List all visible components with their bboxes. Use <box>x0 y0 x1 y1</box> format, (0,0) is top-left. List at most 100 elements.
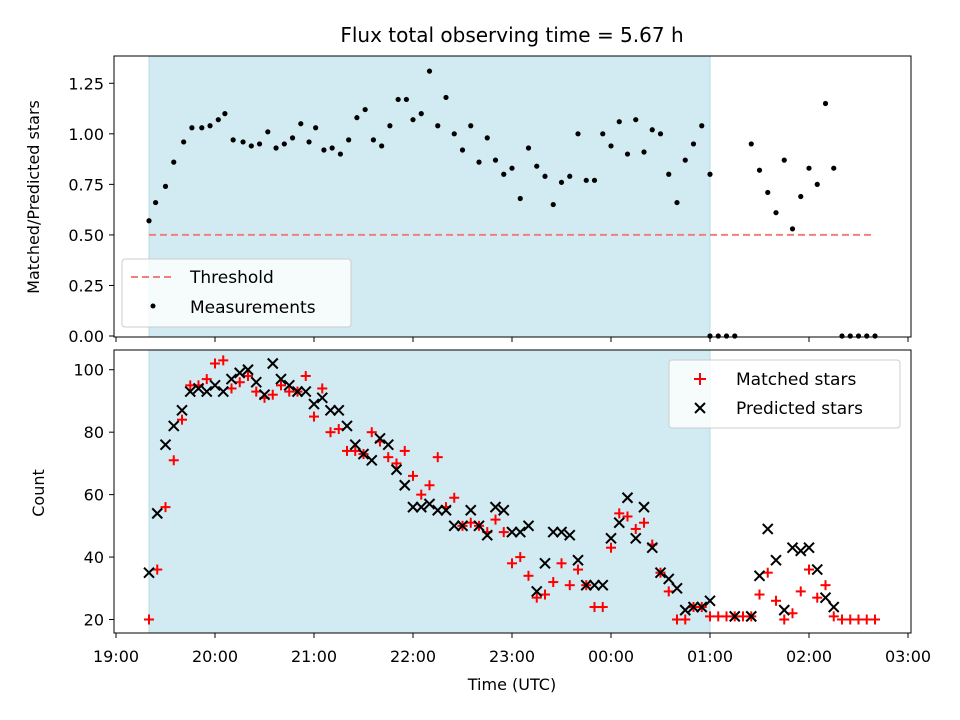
predicted-star-point <box>605 532 617 545</box>
measurement-point <box>666 171 672 177</box>
predicted-star-point <box>704 595 716 607</box>
measurement-point <box>864 333 870 339</box>
measurement-point <box>624 151 631 157</box>
measurement-point <box>492 157 499 163</box>
measurement-point <box>337 151 343 157</box>
matched-star-point <box>540 589 550 600</box>
measurement-point <box>575 131 581 137</box>
predicted-star-point <box>531 585 543 598</box>
legend-measurements-label: Measurements <box>190 298 316 318</box>
matched-star-point <box>309 411 319 422</box>
matched-star-point <box>804 564 814 575</box>
measurement-point <box>641 149 647 155</box>
predicted-star-point <box>514 526 526 538</box>
matched-star-point <box>226 383 237 394</box>
predicted-star-point <box>423 498 436 510</box>
measurement-point <box>690 141 697 147</box>
matched-star-point <box>160 502 171 513</box>
matched-star-point <box>177 414 187 425</box>
matched-star-point <box>606 542 616 553</box>
matched-star-point <box>556 558 567 569</box>
predicted-star-point <box>465 504 477 516</box>
matched-star-point <box>333 424 344 435</box>
predicted-star-point <box>522 520 535 532</box>
matched-star-point <box>754 589 765 600</box>
predicted-star-point <box>498 504 510 516</box>
matched-star-point <box>317 383 328 394</box>
measurement-point <box>379 143 385 149</box>
predicted-star-point <box>456 520 469 532</box>
matched-star-point <box>787 608 798 619</box>
matched-star-point <box>325 427 336 438</box>
top-x-ticks <box>115 337 909 342</box>
matched-star-point <box>507 558 517 569</box>
measurement-point <box>273 145 279 151</box>
matched-star-point <box>350 445 361 456</box>
matched-star-point <box>531 592 542 603</box>
predicted-star-point <box>291 385 304 398</box>
predicted-star-point <box>324 404 337 417</box>
predicted-star-point <box>448 520 460 532</box>
matched-star-point <box>391 458 402 469</box>
measurement-point <box>153 199 159 206</box>
matched-star-point <box>828 611 839 622</box>
measurement-point <box>313 125 319 131</box>
measurement-point <box>591 177 598 183</box>
predicted-star-point <box>654 566 667 579</box>
matched-star-point <box>383 452 394 463</box>
matched-star-point <box>663 586 674 597</box>
predicted-star-point <box>753 570 766 582</box>
measurement-point <box>831 165 837 171</box>
bottom-y-axis-label: Count <box>29 469 48 517</box>
measurement-point <box>281 141 287 147</box>
predicted-star-point <box>275 373 287 385</box>
top-panel: 0.00 0.25 0.50 0.75 1.00 1.25 Flux total obse… <box>24 23 912 346</box>
top-y-tick-label: 0.50 <box>68 226 104 245</box>
legend-measurements-swatch <box>150 303 156 309</box>
shaded-observing-span <box>148 349 711 634</box>
measurement-point <box>707 171 713 177</box>
measurement-point <box>395 96 401 103</box>
measurement-point <box>732 333 738 339</box>
bottom-y-tick-label: 60 <box>84 486 104 505</box>
matched-star-point <box>614 508 625 519</box>
measurement-point <box>765 189 771 196</box>
measurement-point <box>298 121 304 127</box>
measurement-point <box>583 177 589 183</box>
predicted-star-point <box>646 541 658 554</box>
bottom-y-tick-label: 20 <box>84 611 104 630</box>
measurement-point <box>410 117 416 123</box>
matched-star-point <box>548 577 559 588</box>
measurement-point <box>550 201 556 208</box>
predicted-star-point <box>258 389 271 401</box>
chart-title: Flux total observing time = 5.67 h <box>340 23 683 47</box>
predicted-star-point <box>597 579 609 591</box>
predicted-star-point <box>803 541 815 554</box>
matched-star-point <box>234 377 245 388</box>
predicted-star-point <box>151 507 163 520</box>
measurement-point <box>699 123 705 129</box>
top-y-tick-label: 1.25 <box>68 74 104 93</box>
measurement-point <box>199 125 205 131</box>
legend-predicted-label: Predicted stars <box>736 399 863 419</box>
bottom-x-tick-label: 03:00 <box>885 647 931 666</box>
predicted-star-point <box>390 463 403 476</box>
measurement-point <box>329 145 335 151</box>
matched-star-point <box>779 614 790 625</box>
predicted-star-point <box>770 554 782 566</box>
predicted-star-point <box>225 373 238 385</box>
measurement-point <box>403 96 409 103</box>
bottom-x-tick-label: 21:00 <box>291 647 337 666</box>
matched-star-point <box>210 358 220 369</box>
matched-star-point <box>449 492 460 503</box>
top-y-tick-label: 0.75 <box>68 175 104 194</box>
measurement-point <box>616 119 622 125</box>
predicted-star-point <box>382 438 394 451</box>
measurement-point <box>781 157 787 163</box>
measurement-point <box>558 179 565 185</box>
matched-star-point <box>465 517 476 528</box>
measurement-point <box>370 137 376 143</box>
measurement-point <box>426 68 433 74</box>
bottom-x-tick-label: 00:00 <box>588 647 634 666</box>
predicted-star-point <box>176 404 188 417</box>
